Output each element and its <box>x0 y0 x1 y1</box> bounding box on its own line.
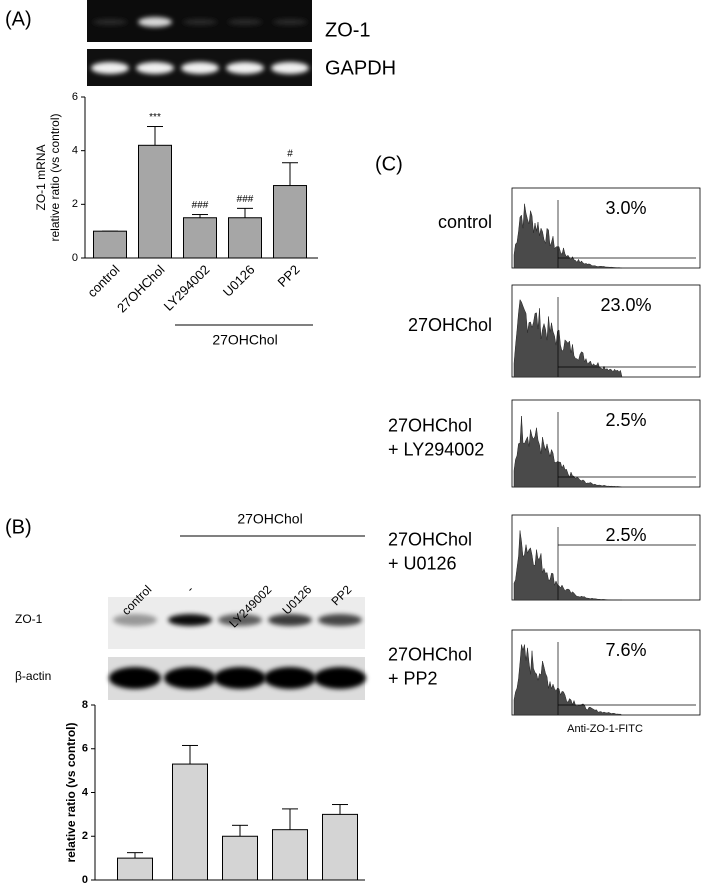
x-tick-label: 27OHChol <box>114 262 168 316</box>
bar <box>117 857 153 881</box>
blot-band <box>109 667 161 689</box>
gel-band <box>228 19 262 25</box>
blot-band <box>113 614 157 626</box>
bar <box>183 217 217 259</box>
blot-row-label: ZO-1 <box>15 612 43 626</box>
blot-band <box>268 614 312 626</box>
blot-band <box>214 667 266 689</box>
gel-band <box>138 17 172 27</box>
y-tick-label: 0 <box>82 874 88 886</box>
flow-sample-label: + PP2 <box>388 668 438 688</box>
flow-histogram <box>513 298 623 378</box>
gel-row-label: GAPDH <box>325 57 396 79</box>
flow-histogram <box>513 203 623 269</box>
gel-band <box>183 19 217 25</box>
y-tick-label: 4 <box>72 145 78 157</box>
flow-sample-label: 27OHChol <box>388 415 472 435</box>
flow-sample-label: + LY294002 <box>388 439 484 459</box>
panel-label: (C) <box>375 153 403 175</box>
bar <box>228 217 262 259</box>
x-tick-label: LY294002 <box>161 262 213 314</box>
significance-label: *** <box>149 112 161 123</box>
gel-band <box>136 62 174 74</box>
blot-band <box>164 667 216 689</box>
y-tick-label: 0 <box>72 252 78 264</box>
flow-sample-label: control <box>438 212 492 232</box>
blot-band <box>318 614 362 626</box>
x-tick-label: U0126 <box>220 262 258 300</box>
group-label: 27OHChol <box>212 332 277 348</box>
blot-band <box>264 667 316 689</box>
gel-band <box>91 62 129 74</box>
gel-band <box>93 19 127 25</box>
flow-percent: 7.6% <box>605 640 646 660</box>
flow-x-label: Anti-ZO-1-FITC <box>567 723 643 735</box>
y-tick-label: 4 <box>82 786 89 798</box>
y-axis-label: ZO-1 mRNA <box>34 145 48 211</box>
significance-label: ### <box>237 194 254 205</box>
significance-label: # <box>287 148 293 159</box>
y-tick-label: 6 <box>72 91 78 103</box>
bar <box>272 829 308 881</box>
treatment-label: 27OHChol <box>237 511 302 527</box>
bar <box>322 813 358 881</box>
gel-band <box>273 19 307 25</box>
gel-band <box>226 62 264 74</box>
flow-histogram <box>513 416 623 488</box>
x-tick-label: control <box>84 262 122 300</box>
bar <box>222 835 258 881</box>
flow-percent: 2.5% <box>605 525 646 545</box>
y-axis-label: relative ratio (vs control) <box>48 113 62 241</box>
lane-label: - <box>184 582 197 595</box>
blot-row-label: β-actin <box>15 669 51 683</box>
y-axis-label: relative ratio (vs control) <box>64 722 78 862</box>
blot-band <box>218 614 262 626</box>
gel-row-label: ZO-1 <box>325 19 371 41</box>
y-tick-label: 8 <box>82 699 88 711</box>
blot-band <box>168 614 212 626</box>
significance-label: ### <box>192 200 209 211</box>
y-tick-label: 2 <box>82 830 88 842</box>
flow-percent: 3.0% <box>605 198 646 218</box>
flow-histogram <box>513 530 623 601</box>
blot-band <box>314 667 366 689</box>
panel-label: (B) <box>5 516 32 538</box>
flow-sample-label: + U0126 <box>388 553 457 573</box>
bar <box>172 763 208 881</box>
flow-percent: 23.0% <box>600 295 651 315</box>
flow-sample-label: 27OHChol <box>408 315 492 335</box>
bar <box>93 230 127 259</box>
flow-percent: 2.5% <box>605 410 646 430</box>
y-tick-label: 6 <box>82 743 88 755</box>
y-tick-label: 2 <box>72 198 78 210</box>
bar <box>273 185 307 259</box>
x-tick-label: PP2 <box>275 262 303 290</box>
flow-sample-label: 27OHChol <box>388 529 472 549</box>
gel-band <box>181 62 219 74</box>
panel-label: (A) <box>5 8 32 30</box>
bar <box>138 144 172 259</box>
flow-histogram <box>513 644 623 716</box>
gel-band <box>271 62 309 74</box>
flow-sample-label: 27OHChol <box>388 644 472 664</box>
